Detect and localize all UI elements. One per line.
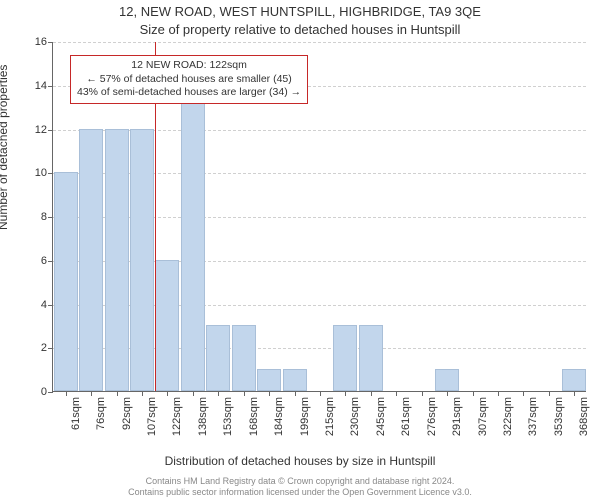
x-tick-mark (244, 391, 245, 396)
bar (54, 172, 78, 391)
bar (283, 369, 307, 391)
x-tick-mark (295, 391, 296, 396)
plot-area: 024681012141661sqm76sqm92sqm107sqm122sqm… (52, 42, 586, 392)
y-tick-label: 4 (41, 299, 47, 311)
x-tick-mark (523, 391, 524, 396)
bar (562, 369, 586, 391)
bar (257, 369, 281, 391)
footer-attribution: Contains HM Land Registry data © Crown c… (0, 476, 600, 499)
chart-title-line1: 12, NEW ROAD, WEST HUNTSPILL, HIGHBRIDGE… (0, 4, 600, 19)
y-tick-mark (48, 86, 53, 87)
y-tick-mark (48, 261, 53, 262)
y-tick-label: 10 (35, 167, 47, 179)
x-tick-label: 230sqm (349, 397, 361, 436)
bar (206, 325, 230, 391)
x-tick-label: 199sqm (299, 397, 311, 436)
x-tick-mark (218, 391, 219, 396)
x-tick-mark (396, 391, 397, 396)
y-tick-label: 2 (41, 342, 47, 354)
x-tick-label: 322sqm (502, 397, 514, 436)
x-tick-mark (422, 391, 423, 396)
y-axis-label: Number of detached properties (0, 65, 10, 230)
bar (181, 100, 205, 391)
x-tick-mark (142, 391, 143, 396)
y-tick-label: 12 (35, 124, 47, 136)
bar (435, 369, 459, 391)
x-tick-label: 184sqm (273, 397, 285, 436)
x-tick-mark (371, 391, 372, 396)
x-tick-label: 92sqm (121, 397, 133, 430)
y-tick-label: 16 (35, 36, 47, 48)
marker-callout-line: 12 NEW ROAD: 122sqm (77, 59, 301, 73)
bar (232, 325, 256, 391)
x-tick-label: 76sqm (95, 397, 107, 430)
x-tick-mark (117, 391, 118, 396)
x-tick-label: 138sqm (197, 397, 209, 436)
x-tick-mark (269, 391, 270, 396)
y-tick-mark (48, 173, 53, 174)
x-tick-mark (167, 391, 168, 396)
marker-callout-line: ← 57% of detached houses are smaller (45… (77, 73, 301, 87)
x-axis-label: Distribution of detached houses by size … (0, 454, 600, 468)
x-tick-mark (193, 391, 194, 396)
x-tick-label: 153sqm (222, 397, 234, 436)
footer-line2: Contains public sector information licen… (0, 487, 600, 498)
marker-callout: 12 NEW ROAD: 122sqm← 57% of detached hou… (70, 55, 308, 104)
x-tick-label: 337sqm (527, 397, 539, 436)
footer-line1: Contains HM Land Registry data © Crown c… (0, 476, 600, 487)
x-tick-label: 245sqm (375, 397, 387, 436)
y-tick-mark (48, 348, 53, 349)
y-tick-mark (48, 305, 53, 306)
bar (105, 129, 129, 392)
y-tick-mark (48, 392, 53, 393)
x-tick-mark (91, 391, 92, 396)
bar (333, 325, 357, 391)
x-tick-mark (320, 391, 321, 396)
y-tick-mark (48, 42, 53, 43)
y-tick-mark (48, 130, 53, 131)
chart-root: 12, NEW ROAD, WEST HUNTSPILL, HIGHBRIDGE… (0, 0, 600, 500)
y-tick-mark (48, 217, 53, 218)
x-tick-label: 215sqm (324, 397, 336, 436)
y-tick-label: 6 (41, 255, 47, 267)
x-tick-mark (473, 391, 474, 396)
bar (130, 129, 154, 392)
x-tick-label: 122sqm (171, 397, 183, 436)
y-tick-label: 0 (41, 386, 47, 398)
chart-title-line2: Size of property relative to detached ho… (0, 22, 600, 37)
x-tick-mark (498, 391, 499, 396)
x-tick-mark (447, 391, 448, 396)
x-tick-label: 291sqm (451, 397, 463, 436)
y-tick-label: 8 (41, 211, 47, 223)
y-tick-label: 14 (35, 80, 47, 92)
x-tick-label: 368sqm (578, 397, 590, 436)
x-tick-label: 276sqm (426, 397, 438, 436)
x-tick-label: 61sqm (70, 397, 82, 430)
x-tick-mark (66, 391, 67, 396)
x-tick-label: 353sqm (553, 397, 565, 436)
x-tick-mark (549, 391, 550, 396)
x-tick-label: 168sqm (248, 397, 260, 436)
x-tick-mark (345, 391, 346, 396)
x-tick-label: 307sqm (477, 397, 489, 436)
x-tick-mark (574, 391, 575, 396)
bar (359, 325, 383, 391)
bar (79, 129, 103, 392)
x-tick-label: 107sqm (146, 397, 158, 436)
marker-callout-line: 43% of semi-detached houses are larger (… (77, 86, 301, 100)
gridline (53, 42, 586, 43)
bar (155, 260, 179, 391)
x-tick-label: 261sqm (400, 397, 412, 436)
